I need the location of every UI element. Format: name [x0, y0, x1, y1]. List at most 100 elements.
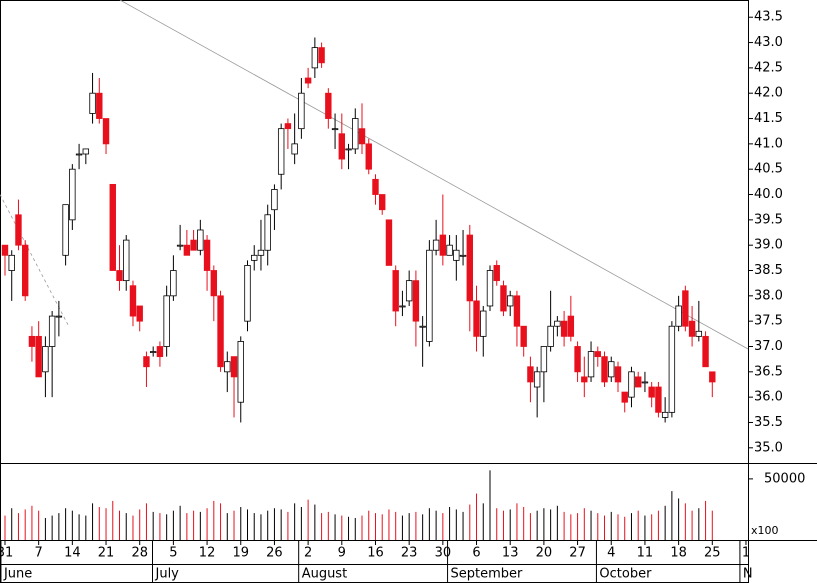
candle-body [358, 128, 366, 145]
candle-body [96, 92, 103, 119]
month-label: July [155, 567, 180, 582]
x-tick-label: 14 [64, 546, 81, 561]
y-tick-label: 42.0 [754, 86, 783, 101]
candle-body [116, 270, 123, 282]
candle-body [244, 265, 251, 322]
candle-body [500, 285, 507, 312]
candle-body [655, 386, 662, 413]
y-tick-label: 40.5 [754, 162, 783, 177]
candle-body [136, 305, 143, 322]
y-tick-label: 36.0 [754, 390, 783, 405]
candle-body [345, 148, 352, 151]
candle-body [325, 92, 332, 119]
candle-body [513, 295, 521, 327]
candle-body [628, 371, 635, 398]
candle-body [419, 325, 426, 328]
candle-body [183, 244, 191, 256]
candle-body [284, 123, 292, 130]
candle-body [224, 361, 231, 373]
candle-body [277, 128, 285, 175]
candle-body [143, 356, 150, 368]
candle-body [682, 290, 689, 327]
candle-body [540, 346, 548, 373]
x-tick-label: 18 [670, 546, 687, 561]
candle-body [601, 356, 608, 383]
month-label: October [599, 567, 652, 582]
y-tick-label: 37.0 [754, 339, 783, 354]
x-tick-label: 2 [304, 546, 312, 561]
candle-body [21, 244, 29, 297]
candle-body [587, 351, 595, 378]
candle-body [123, 239, 130, 282]
month-label: N [743, 567, 753, 582]
candle-body [621, 391, 628, 403]
volume-unit: x100 [751, 524, 779, 537]
y-tick-label: 35.0 [754, 440, 783, 455]
y-tick-label: 38.0 [754, 288, 783, 303]
x-tick-label: 30 [435, 546, 452, 561]
candle-body [304, 77, 312, 84]
candle-body [311, 47, 319, 69]
candle-body [237, 341, 244, 403]
candle-body [129, 285, 137, 317]
x-tick-label: 31 [0, 546, 13, 561]
y-tick-label: 40.0 [754, 187, 783, 202]
y-tick-label: 39.5 [754, 212, 783, 227]
candle-body [55, 315, 63, 318]
candle-body [554, 320, 561, 327]
y-tick-label: 37.5 [754, 314, 783, 329]
candle-body [399, 305, 406, 308]
candle-body [459, 254, 467, 257]
candle-body [48, 315, 56, 347]
candle-body [251, 254, 258, 261]
candle-body [176, 244, 184, 247]
x-tick-label: 26 [266, 546, 283, 561]
x-tick-label: 27 [569, 546, 586, 561]
candle-body [405, 280, 413, 302]
candle-body [102, 118, 110, 145]
month-label: September [451, 567, 524, 582]
x-tick-label: 12 [199, 546, 216, 561]
candle-body [661, 411, 669, 418]
candle-body [15, 214, 22, 246]
candle-body [170, 270, 177, 297]
candle-body [614, 366, 622, 383]
x-tick-label: 6 [472, 546, 480, 561]
candle-body [62, 204, 69, 256]
candle-body [217, 295, 224, 368]
candle-body [486, 270, 494, 307]
candle-body [695, 330, 703, 337]
candle-body [439, 234, 447, 256]
candle-body [190, 239, 197, 251]
candle-body [271, 189, 278, 211]
candle-body [392, 270, 399, 312]
y-tick-label: 41.5 [754, 111, 783, 126]
x-tick-label: 11 [637, 546, 654, 561]
x-tick-label: 5 [169, 546, 177, 561]
candle-body [379, 194, 386, 211]
candle-body [318, 47, 325, 64]
trendline [119, 0, 749, 350]
candle-body [507, 295, 514, 307]
x-tick-label: 20 [536, 546, 553, 561]
candle-body [520, 325, 527, 347]
x-tick-label: 28 [131, 546, 148, 561]
x-tick-label: 9 [338, 546, 346, 561]
candle-body [156, 346, 164, 358]
x-tick-label: 4 [607, 546, 615, 561]
candle-body [567, 315, 575, 337]
candle-body [560, 320, 568, 337]
candle-body [264, 214, 271, 251]
candle-body [163, 295, 170, 347]
candle-body [82, 148, 90, 155]
y-tick-label: 38.5 [754, 263, 783, 278]
month-label: June [3, 567, 32, 582]
candle-body [709, 371, 716, 383]
candle-body [210, 270, 218, 297]
volume-tick-label: 50000 [764, 471, 805, 486]
candle-body [426, 249, 433, 342]
x-tick-label: 19 [232, 546, 249, 561]
candle-body [149, 351, 157, 353]
candle-body [69, 168, 76, 221]
candle-body [385, 219, 393, 266]
